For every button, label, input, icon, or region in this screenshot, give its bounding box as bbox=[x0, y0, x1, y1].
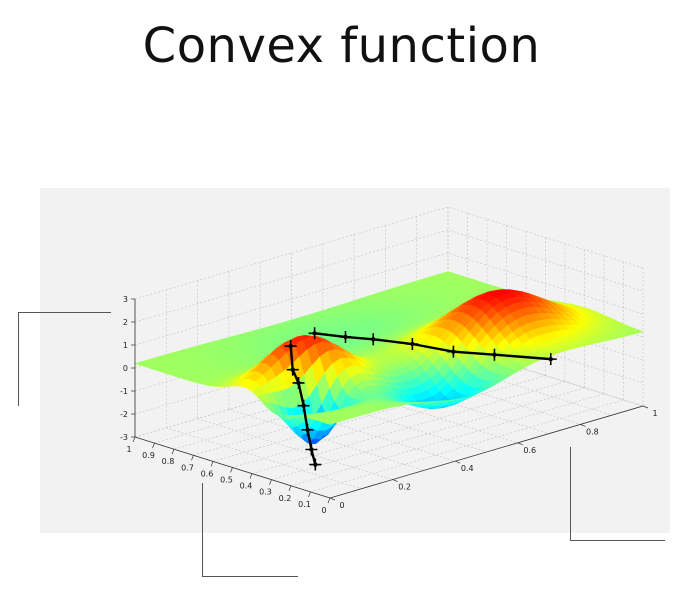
plot-panel: 1 0.9 0.8 0.7 0.6 0.5 0.4 0.3 0.2 0.1 0 0 0.2 0.4 0.6 0… bbox=[40, 188, 670, 533]
y-axis-line bbox=[329, 405, 644, 499]
x-tick bbox=[327, 497, 331, 504]
surface-plot-3d: 1 0.9 0.8 0.7 0.6 0.5 0.4 0.3 0.2 0.1 0 0 0.2 0.4 0.6 0… bbox=[120, 206, 658, 515]
y-tick bbox=[517, 442, 523, 446]
grid-line bbox=[134, 229, 644, 323]
surface-patch bbox=[133, 360, 149, 366]
path-marker-dot bbox=[451, 349, 456, 354]
y-tick bbox=[329, 497, 336, 501]
path-marker-dot bbox=[288, 343, 293, 349]
chart-title: Convex function bbox=[142, 18, 541, 74]
x-tick bbox=[171, 449, 175, 455]
y-tick bbox=[392, 479, 398, 482]
x-tick-label: 0.7 bbox=[181, 463, 194, 472]
y-tick bbox=[455, 460, 461, 464]
path-marker-dot bbox=[301, 403, 306, 408]
path-marker-dot bbox=[492, 352, 497, 357]
x-tick-label: 0.8 bbox=[162, 457, 175, 466]
path-marker-dot bbox=[548, 356, 553, 362]
x-tick bbox=[249, 473, 253, 479]
path-marker-dot bbox=[290, 367, 295, 372]
path-marker-dot bbox=[309, 447, 314, 452]
path-marker-dot bbox=[410, 341, 415, 347]
grid-line bbox=[134, 206, 644, 300]
z-tick-label: 3 bbox=[123, 295, 128, 304]
z-tick-label: -2 bbox=[120, 410, 128, 419]
y-tick-label: 0.2 bbox=[398, 483, 411, 492]
x-tick-label: 0.6 bbox=[201, 469, 214, 478]
y-tick-label: 1 bbox=[652, 409, 657, 418]
x-tick-label: 0 bbox=[321, 506, 326, 515]
path-marker-dot bbox=[312, 331, 317, 336]
annotation-bracket-bottom bbox=[202, 483, 298, 577]
y-tick-label: 0.6 bbox=[523, 446, 536, 455]
x-tick-label: 0.3 bbox=[259, 488, 272, 497]
x-tick bbox=[269, 479, 272, 485]
x-tick bbox=[308, 491, 311, 498]
grid-line bbox=[134, 252, 644, 346]
path-marker-dot bbox=[343, 334, 348, 340]
annotation-bracket-right bbox=[570, 447, 665, 541]
surface-mesh bbox=[133, 271, 644, 445]
path-marker-dot bbox=[305, 427, 310, 433]
y-tick bbox=[580, 424, 586, 427]
z-tick-label: 2 bbox=[123, 318, 128, 327]
annotation-bracket-left bbox=[18, 312, 111, 406]
y-tick-label: 0.4 bbox=[461, 464, 474, 473]
x-tick-label: 0.1 bbox=[298, 500, 311, 509]
z-tick-label: 1 bbox=[123, 341, 128, 350]
x-tick bbox=[288, 485, 292, 491]
x-tick bbox=[230, 467, 233, 473]
y-tick-label: 0 bbox=[339, 501, 344, 510]
z-tick-label: -3 bbox=[120, 433, 128, 442]
x-tick-label: 0.5 bbox=[220, 476, 233, 485]
path-marker-dot bbox=[371, 337, 376, 342]
x-tick bbox=[191, 455, 194, 461]
y-tick bbox=[642, 405, 649, 409]
path-marker-dot bbox=[296, 380, 301, 386]
y-tick-label: 0.8 bbox=[586, 427, 599, 436]
x-tick-label: 0.4 bbox=[240, 482, 253, 491]
x-tick-label: 0.9 bbox=[142, 451, 155, 460]
x-tick bbox=[210, 461, 214, 467]
x-tick-label: 0.2 bbox=[279, 494, 292, 503]
x-tick-label: 1 bbox=[126, 445, 131, 454]
x-tick bbox=[152, 442, 155, 449]
z-tick-label: 0 bbox=[123, 364, 128, 373]
x-tick bbox=[132, 436, 136, 443]
z-tick-label: -1 bbox=[120, 387, 128, 396]
path-marker-dot bbox=[313, 462, 318, 467]
